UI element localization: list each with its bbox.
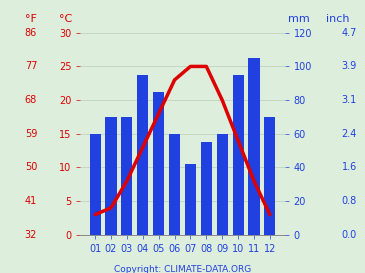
- Text: inch: inch: [326, 14, 349, 24]
- Text: 50: 50: [25, 162, 37, 173]
- Bar: [105, 117, 116, 235]
- Text: 41: 41: [25, 196, 37, 206]
- Bar: [153, 92, 164, 235]
- Text: 68: 68: [25, 95, 37, 105]
- Bar: [233, 75, 244, 235]
- Text: 0.0: 0.0: [342, 230, 357, 240]
- Bar: [137, 75, 148, 235]
- Text: 77: 77: [25, 61, 37, 72]
- Text: 1.6: 1.6: [342, 162, 357, 173]
- Text: °C: °C: [59, 14, 72, 24]
- Text: 3.9: 3.9: [342, 61, 357, 72]
- Bar: [217, 134, 228, 235]
- Bar: [264, 117, 276, 235]
- Text: 0.8: 0.8: [342, 196, 357, 206]
- Text: mm: mm: [288, 14, 310, 24]
- Text: 86: 86: [25, 28, 37, 38]
- Bar: [201, 142, 212, 235]
- Bar: [121, 117, 132, 235]
- Text: °F: °F: [25, 14, 37, 24]
- Text: 4.7: 4.7: [342, 28, 357, 38]
- Text: 2.4: 2.4: [342, 129, 357, 139]
- Bar: [89, 134, 101, 235]
- Bar: [169, 134, 180, 235]
- Text: Copyright: CLIMATE-DATA.ORG: Copyright: CLIMATE-DATA.ORG: [114, 265, 251, 273]
- Text: 3.1: 3.1: [342, 95, 357, 105]
- Bar: [249, 58, 260, 235]
- Text: 59: 59: [25, 129, 37, 139]
- Bar: [185, 164, 196, 235]
- Text: 32: 32: [25, 230, 37, 240]
